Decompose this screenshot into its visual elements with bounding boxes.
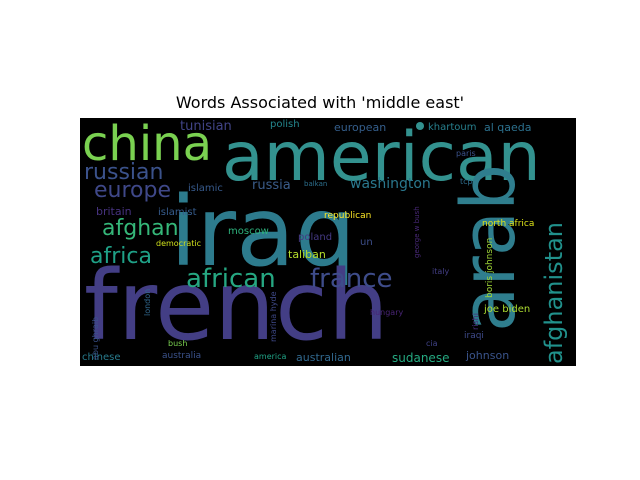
word-australia: australia xyxy=(162,351,202,361)
word-africa: africa xyxy=(90,244,152,269)
word-russian: russian xyxy=(84,160,164,185)
word-north-africa: north africa xyxy=(482,219,535,229)
word-iraqi: iraqi xyxy=(464,331,484,341)
word-french: french xyxy=(84,250,389,362)
word-balkan: balkan xyxy=(304,180,328,188)
word-republican: republican xyxy=(324,211,372,221)
word-joe-biden: joe biden xyxy=(484,304,531,315)
word-chinese: chinese xyxy=(82,352,121,363)
word-sudanese: sudanese xyxy=(392,351,450,365)
word-europe: europe xyxy=(94,178,171,203)
word-bush: bush xyxy=(168,339,188,348)
word-afghan: afghan xyxy=(102,216,179,241)
word-china: china xyxy=(82,118,212,172)
word-boris-johnson: boris johnson xyxy=(485,237,495,298)
word-european: european xyxy=(334,121,387,134)
word-islamic: islamic xyxy=(188,183,223,194)
word-australian: australian xyxy=(296,351,351,364)
word-france: france xyxy=(310,264,393,294)
word-tunisian: tunisian xyxy=(180,119,232,134)
dot-mark xyxy=(416,122,424,130)
word-washington: washington xyxy=(350,176,431,192)
chart-title: Words Associated with 'middle east' xyxy=(175,93,465,112)
word-polish: polish xyxy=(270,119,300,130)
word-america: america xyxy=(254,352,287,361)
word-george-w-bush: george w bush xyxy=(413,206,421,258)
word-american: american xyxy=(222,118,541,197)
word-islamist: islamist xyxy=(158,207,197,218)
word-african: african xyxy=(186,264,276,294)
word-britain: britain xyxy=(96,205,132,218)
word-johnson: johnson xyxy=(466,349,510,362)
word-tcp: tcp xyxy=(460,177,473,186)
word-al-qaeda: al qaeda xyxy=(484,121,532,134)
word-marina-hyde: marina hyde xyxy=(269,291,278,342)
word-abu-ghraib: abu ghraib xyxy=(91,316,100,360)
word-democratic: democratic xyxy=(156,239,202,248)
word-hungary: hungary xyxy=(370,308,404,317)
word-paris: paris xyxy=(456,149,476,158)
word-poland: poland xyxy=(298,232,333,243)
word-afghanistan: afghanistan xyxy=(540,221,568,364)
word-moscow: moscow xyxy=(228,226,269,237)
word-cloud: iraq french american arab china afghanis… xyxy=(80,118,576,366)
word-iraq: iraq xyxy=(170,176,356,288)
word-italy: italy xyxy=(432,267,450,276)
word-london: london xyxy=(143,288,152,316)
word-russia: russia xyxy=(252,178,291,193)
word-khartoum: khartoum xyxy=(428,122,477,133)
word-un: un xyxy=(360,237,373,248)
word-rishi: rishi xyxy=(471,313,480,330)
word-cia: cia xyxy=(426,339,438,348)
word-taliban: taliban xyxy=(288,248,326,261)
